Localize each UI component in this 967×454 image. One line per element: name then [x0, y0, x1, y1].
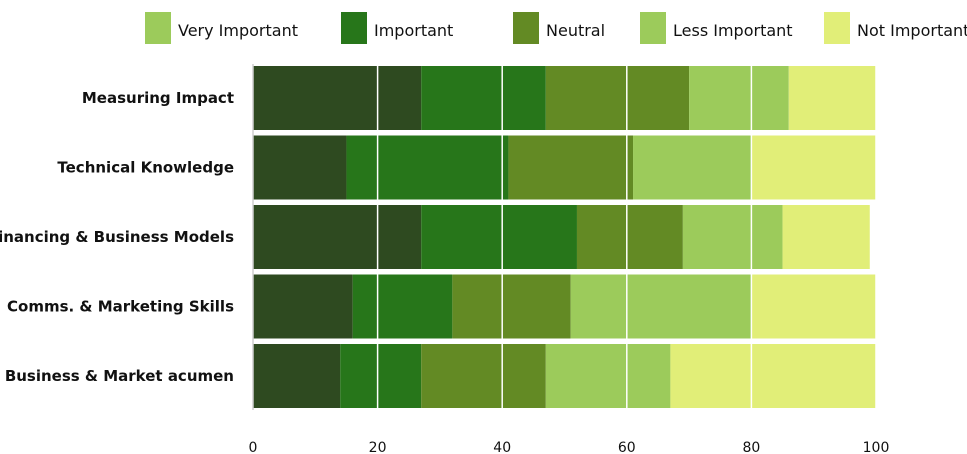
bar-segment-measuring-impact-very-important — [253, 66, 422, 130]
x-tick-label-20: 20 — [369, 440, 387, 454]
x-tick-label-0: 0 — [249, 440, 258, 454]
bar-segment-comms-marketing-skills-neutral — [452, 274, 571, 339]
legend-label-neutral: Neutral — [546, 21, 605, 40]
legend-label-not-important: Not Important — [857, 21, 967, 40]
category-label-measuring-impact: Measuring Impact — [82, 89, 234, 107]
legend-label-very-important: Very Important — [178, 21, 298, 40]
x-tick-label-60: 60 — [618, 440, 636, 454]
category-label-technical-knowledge: Technical Knowledge — [57, 159, 234, 177]
bar-segment-measuring-impact-neutral — [545, 66, 690, 130]
bar-segment-financing-business-models-not-important — [782, 205, 870, 269]
bar-segment-measuring-impact-less-important — [689, 66, 789, 130]
bars — [253, 66, 876, 408]
bar-segment-measuring-impact-not-important — [788, 66, 876, 130]
legend-swatch-not-important — [824, 12, 850, 44]
bar-segment-technical-knowledge-important — [346, 135, 509, 200]
legend-swatch-important — [341, 12, 367, 44]
bar-segment-comms-marketing-skills-less-important — [570, 274, 752, 339]
x-tick-label-80: 80 — [742, 440, 760, 454]
bar-segment-technical-knowledge-very-important — [253, 135, 347, 200]
legend: Very Important Important Neutral Less Impor… — [145, 12, 967, 44]
category-label-financing-business-models: Financing & Business Models — [0, 228, 234, 246]
bar-segment-financing-business-models-less-important — [682, 205, 783, 269]
bar-segment-technical-knowledge-neutral — [508, 135, 634, 200]
legend-label-less-important: Less Important — [673, 21, 793, 40]
bar-segment-comms-marketing-skills-not-important — [751, 274, 876, 339]
legend-swatch-less-important — [640, 12, 666, 44]
bar-segment-financing-business-models-neutral — [576, 205, 683, 269]
bar-segment-financing-business-models-very-important — [253, 205, 422, 269]
category-label-business-market-acumen: Business & Market acumen — [5, 367, 234, 385]
bar-segment-comms-marketing-skills-important — [352, 274, 453, 339]
bar-segment-measuring-impact-important — [421, 66, 546, 130]
gridlines — [252, 64, 877, 410]
bar-segment-technical-knowledge-not-important — [751, 135, 876, 200]
legend-label-important: Important — [374, 21, 453, 40]
x-tick-label-100: 100 — [863, 440, 890, 454]
legend-swatch-very-important — [145, 12, 171, 44]
bar-segment-technical-knowledge-less-important — [633, 135, 752, 200]
x-axis-ticks: 0 20 40 60 80 100 — [249, 440, 890, 454]
bar-segment-business-market-acumen-important — [340, 344, 422, 408]
category-labels: Measuring Impact Technical Knowledge Finan… — [0, 89, 234, 385]
legend-swatch-neutral — [513, 12, 539, 44]
bar-segment-business-market-acumen-not-important — [670, 344, 876, 408]
x-tick-label-40: 40 — [493, 440, 511, 454]
bar-segment-business-market-acumen-neutral — [421, 344, 546, 408]
bar-segment-business-market-acumen-very-important — [253, 344, 341, 408]
bar-segment-comms-marketing-skills-very-important — [253, 274, 353, 339]
bar-segment-business-market-acumen-less-important — [545, 344, 671, 408]
bar-segment-financing-business-models-important — [421, 205, 577, 269]
category-label-comms-marketing-skills: Comms. & Marketing Skills — [7, 298, 234, 316]
